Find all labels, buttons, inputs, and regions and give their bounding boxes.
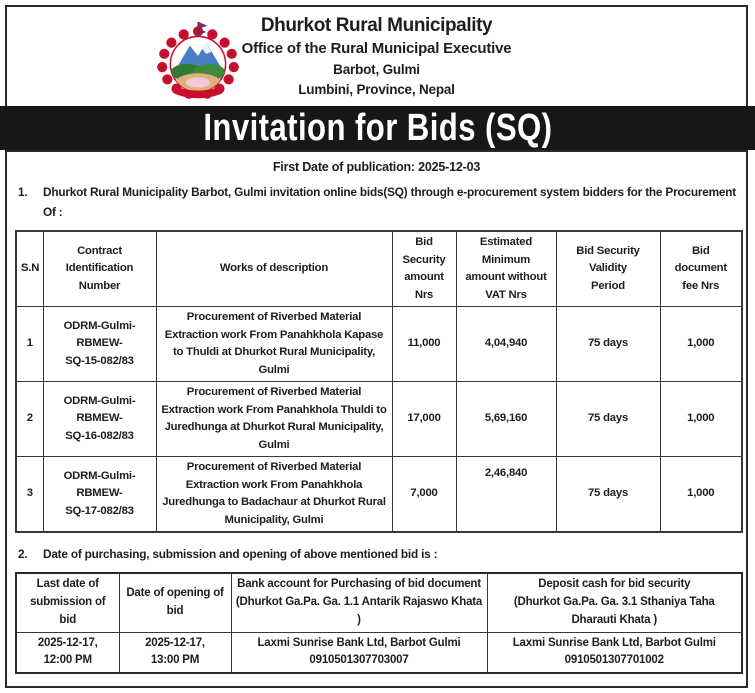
schedule-table: Last date of submission of bid Date of o… [15,572,743,675]
col-header-validity: Bid Security Validity Period [555,230,661,308]
cell-last-date: 2025-12-17, 12:00 PM [15,631,120,674]
cell-sn: 3 [15,456,44,533]
schedule-header-row: Last date of submission of bid Date of o… [15,572,743,633]
table-row: 2025-12-17, 12:00 PM 2025-12-17, 13:00 P… [15,631,743,674]
office-line: Office of the Rural Municipal Executive [241,39,512,57]
cell-works: Procurement of Riverbed Material Extract… [155,306,393,383]
col-header-security: Bid Security amount Nrs [391,230,457,308]
cell-opening: 2025-12-17, 13:00 PM [118,631,232,674]
cell-estimate: 4,04,940 [455,306,557,383]
col-header-deposit: Deposit cash for bid security (Dhurkot G… [486,572,743,633]
col-header-estimate: Estimated Minimum amount without VAT Nrs [455,230,557,308]
cell-sn: 1 [15,306,44,383]
cell-validity: 75 days [555,456,661,533]
section2-item: 2. Date of purchasing, submission and op… [15,544,738,564]
cell-fee: 1,000 [659,306,743,383]
table-row: 2 ODRM-Gulmi-RBMEW- SQ-16-082/83 Procure… [15,381,743,458]
cell-works: Procurement of Riverbed Material Extract… [155,381,393,458]
cell-fee: 1,000 [659,456,743,533]
col-header-bank: Bank account for Purchasing of bid docum… [230,572,488,633]
item-text: If the last date of purchasing and /or s… [43,685,738,686]
cell-sn: 2 [15,381,44,458]
address-line-1: Barbot, Gulmi [333,61,420,77]
cell-validity: 75 days [555,306,661,383]
cell-contract: ODRM-Gulmi-RBMEW- SQ-15-082/83 [42,306,157,383]
col-header-works: Works of description [155,230,393,308]
item-number: 2. [18,547,28,562]
col-header-last-date: Last date of submission of bid [15,572,120,633]
col-header-sn: S.N [15,230,44,308]
cell-works: Procurement of Riverbed Material Extract… [155,456,393,533]
page-title: Invitation for Bids (SQ) [202,107,553,149]
note-3: 3. If the last date of purchasing and /o… [15,685,738,686]
address-line-2: Lumbini, Province, Nepal [298,81,455,97]
cell-security: 11,000 [391,306,457,383]
cell-bank: Laxmi Sunrise Bank Ltd, Barbot Gulmi 091… [230,631,488,674]
cell-deposit: Laxmi Sunrise Bank Ltd, Barbot Gulmi 091… [486,631,743,674]
col-header-opening: Date of opening of bid [118,572,232,633]
table-row: 3 ODRM-Gulmi-RBMEW- SQ-17-082/83 Procure… [15,456,743,533]
header-text-block: Dhurkot Rural Municipality Office of the… [7,7,746,100]
publication-date-line: First Date of publication: 2025-12-03 [272,160,481,174]
cell-security: 7,000 [391,456,457,533]
table-row: 1 ODRM-Gulmi-RBMEW- SQ-15-082/83 Procure… [15,306,743,383]
bids-table-header-row: S.N Contract Identification Number Works… [15,230,743,308]
letterhead: Dhurkot Rural Municipality Office of the… [5,5,748,106]
intro-item: 1. Dhurkot Rural Municipality Barbot, Gu… [15,182,738,222]
title-banner: Invitation for Bids (SQ) [0,106,755,150]
col-header-contract: Contract Identification Number [42,230,157,308]
cell-estimate: 2,46,840 [455,456,557,533]
cell-contract: ODRM-Gulmi-RBMEW- SQ-16-082/83 [42,381,157,458]
bids-table: S.N Contract Identification Number Works… [15,230,743,534]
cell-estimate: 5,69,160 [455,381,557,458]
item-text: Dhurkot Rural Municipality Barbot, Gulmi… [43,185,736,220]
item-text: Date of purchasing, submission and openi… [43,547,438,562]
item-number: 1. [18,185,28,199]
org-name: Dhurkot Rural Municipality [260,15,493,36]
cell-contract: ODRM-Gulmi-RBMEW- SQ-17-082/83 [42,456,157,533]
cell-fee: 1,000 [659,381,743,458]
notice-body: First Date of publication: 2025-12-03 1.… [5,150,748,688]
item-number: 3. [15,685,43,686]
cell-validity: 75 days [555,381,661,458]
nepal-emblem-icon [157,21,239,99]
col-header-fee: Bid document fee Nrs [659,230,743,308]
cell-security: 17,000 [391,381,457,458]
